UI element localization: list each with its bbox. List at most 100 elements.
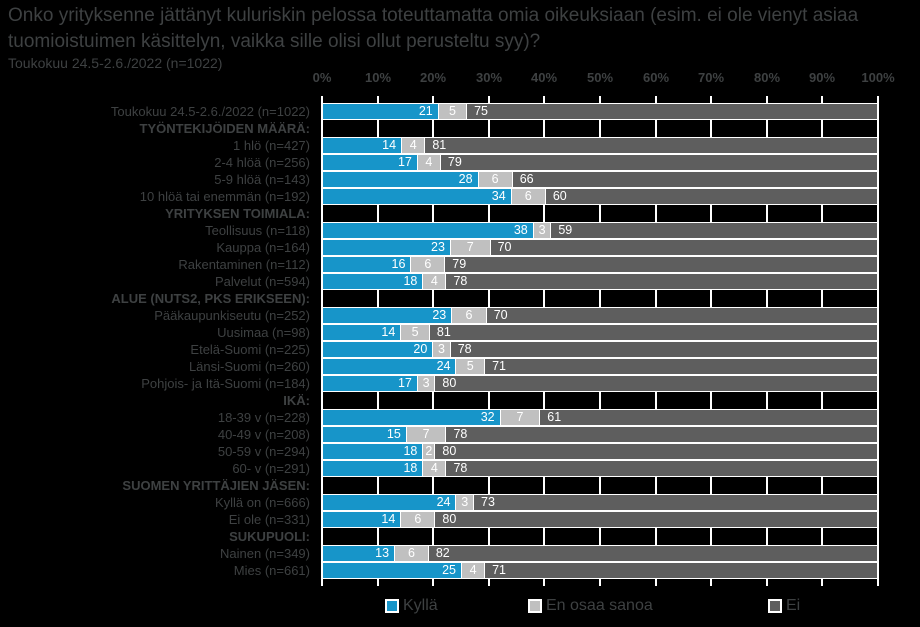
bar-segment-ei: 80	[434, 376, 877, 391]
row-label: Pohjois- ja Itä-Suomi (n=184)	[141, 376, 310, 391]
bar-value: 59	[558, 223, 573, 237]
section-header-label: SUOMEN YRITTÄJIEN JÄSEN:	[122, 478, 310, 493]
bar-value: 70	[493, 308, 508, 322]
bar-value: 60	[552, 189, 567, 203]
bar-segment-ei: 71	[484, 563, 877, 578]
bar-value: 6	[465, 308, 473, 322]
axis-tick-label: 80%	[753, 70, 781, 85]
row-label: Kyllä on (n=666)	[214, 495, 310, 510]
bar-segment-en_osaa_sanoa: 6	[394, 546, 428, 561]
bar-value: 28	[458, 172, 473, 186]
bar-value: 16	[391, 257, 406, 271]
bar-value: 4	[430, 461, 438, 475]
bar-value: 17	[397, 155, 412, 169]
bar-value: 32	[480, 410, 495, 424]
bar-value: 66	[519, 172, 534, 186]
bar-value: 4	[430, 274, 438, 288]
bar-segment-ei: 82	[427, 546, 877, 561]
row-label: Uusimaa (n=98)	[217, 325, 310, 340]
bar-segment-ei: 70	[489, 240, 877, 255]
bar-segment-en_osaa_sanoa: 4	[461, 563, 485, 578]
bar-value: 13	[375, 546, 390, 560]
bar-value: 24	[436, 495, 451, 509]
axis-tick	[432, 579, 434, 586]
bar-value: 81	[436, 325, 451, 339]
axis-tick-label: 100%	[861, 70, 895, 85]
bar-row: 23 6 70	[322, 307, 878, 324]
bar-row: 25 4 71	[322, 562, 878, 579]
axis-tick	[432, 96, 434, 103]
axis-tick-label: 20%	[419, 70, 447, 85]
legend-label: Kyllä	[403, 597, 438, 614]
bar-value: 18	[403, 274, 418, 288]
bar-segment-ei: 70	[485, 308, 877, 323]
axis-tick	[321, 579, 323, 586]
bar-segment-kylla: 14	[323, 512, 401, 527]
bar-value: 18	[403, 461, 418, 475]
bar-segment-ei: 61	[539, 410, 877, 425]
axis-tick	[377, 96, 379, 103]
bar-value: 14	[381, 512, 396, 526]
bar-segment-en_osaa_sanoa: 4	[422, 274, 446, 289]
bar-segment-en_osaa_sanoa: 7	[405, 427, 446, 442]
row-label: Pääkaupunkiseutu (n=252)	[154, 308, 310, 323]
bar-value: 78	[453, 461, 468, 475]
bar-segment-ei: 66	[511, 172, 877, 187]
bar-segment-en_osaa_sanoa: 7	[449, 240, 490, 255]
legend-item: En osaa sanoa	[528, 598, 653, 614]
bar-segment-ei: 71	[484, 359, 877, 374]
bar-segment-kylla: 23	[323, 240, 450, 255]
gridline	[877, 103, 879, 579]
axis-tick-label: 50%	[586, 70, 614, 85]
bar-value: 4	[409, 138, 417, 152]
legend-swatch-kylla	[385, 599, 399, 613]
bar-segment-kylla: 24	[323, 359, 456, 374]
bar-value: 38	[513, 223, 528, 237]
bar-value: 7	[422, 427, 430, 441]
row-label: Länsi-Suomi (n=260)	[188, 359, 310, 374]
bar-segment-en_osaa_sanoa: 3	[432, 342, 450, 357]
bar-row: 32 7 61	[322, 409, 878, 426]
section-header-label: ALUE (NUTS2, PKS ERIKSEEN):	[111, 291, 310, 306]
bar-segment-en_osaa_sanoa: 3	[455, 495, 474, 510]
axis-tick	[377, 579, 379, 586]
plot-area: 21 5 75 14 4 81 17 4 79 28 6 66 34 6 60 38 3 59 23 7 70 16 6 79…	[321, 96, 879, 586]
row-label: Kauppa (n=164)	[216, 240, 310, 255]
bar-value: 15	[386, 427, 401, 441]
axis-tick	[655, 96, 657, 103]
bar-segment-ei: 78	[445, 274, 877, 289]
section-header-label: TYÖNTEKIJÖIDEN MÄÄRÄ:	[139, 121, 310, 136]
bar-segment-ei: 80	[434, 512, 877, 527]
bar-segment-ei: 59	[550, 223, 878, 238]
section-header-label: SUKUPUOLI:	[229, 529, 310, 544]
bar-value: 20	[413, 342, 428, 356]
bar-value: 80	[442, 444, 457, 458]
row-label: 60- v (n=291)	[232, 461, 310, 476]
row-label: 5-9 hlöä (n=143)	[214, 172, 310, 187]
axis-tick-label: 90%	[808, 70, 836, 85]
row-label: Palvelut (n=594)	[214, 274, 310, 289]
bar-segment-en_osaa_sanoa: 4	[422, 461, 446, 476]
bar-segment-ei: 79	[444, 257, 878, 272]
row-label: Ei ole (n=331)	[228, 512, 310, 527]
axis-tick	[766, 579, 768, 586]
axis-tick	[599, 96, 601, 103]
axis-tick	[710, 579, 712, 586]
bar-segment-ei: 80	[434, 444, 877, 459]
bar-segment-en_osaa_sanoa: 3	[532, 223, 551, 238]
bar-value: 3	[422, 376, 430, 390]
bar-segment-ei: 78	[449, 342, 877, 357]
bar-value: 4	[469, 563, 477, 577]
bar-row: 28 6 66	[322, 171, 878, 188]
bar-segment-en_osaa_sanoa: 6	[477, 172, 512, 187]
row-label: 50-59 v (n=294)	[217, 444, 310, 459]
bar-value: 3	[438, 342, 445, 356]
bar-value: 79	[447, 155, 462, 169]
bar-segment-en_osaa_sanoa: 2	[422, 444, 435, 459]
axis-tick	[599, 579, 601, 586]
axis-tick	[543, 579, 545, 586]
bar-segment-kylla: 14	[323, 138, 402, 153]
legend-item: Ei	[768, 598, 800, 614]
axis-tick-label: 40%	[530, 70, 558, 85]
